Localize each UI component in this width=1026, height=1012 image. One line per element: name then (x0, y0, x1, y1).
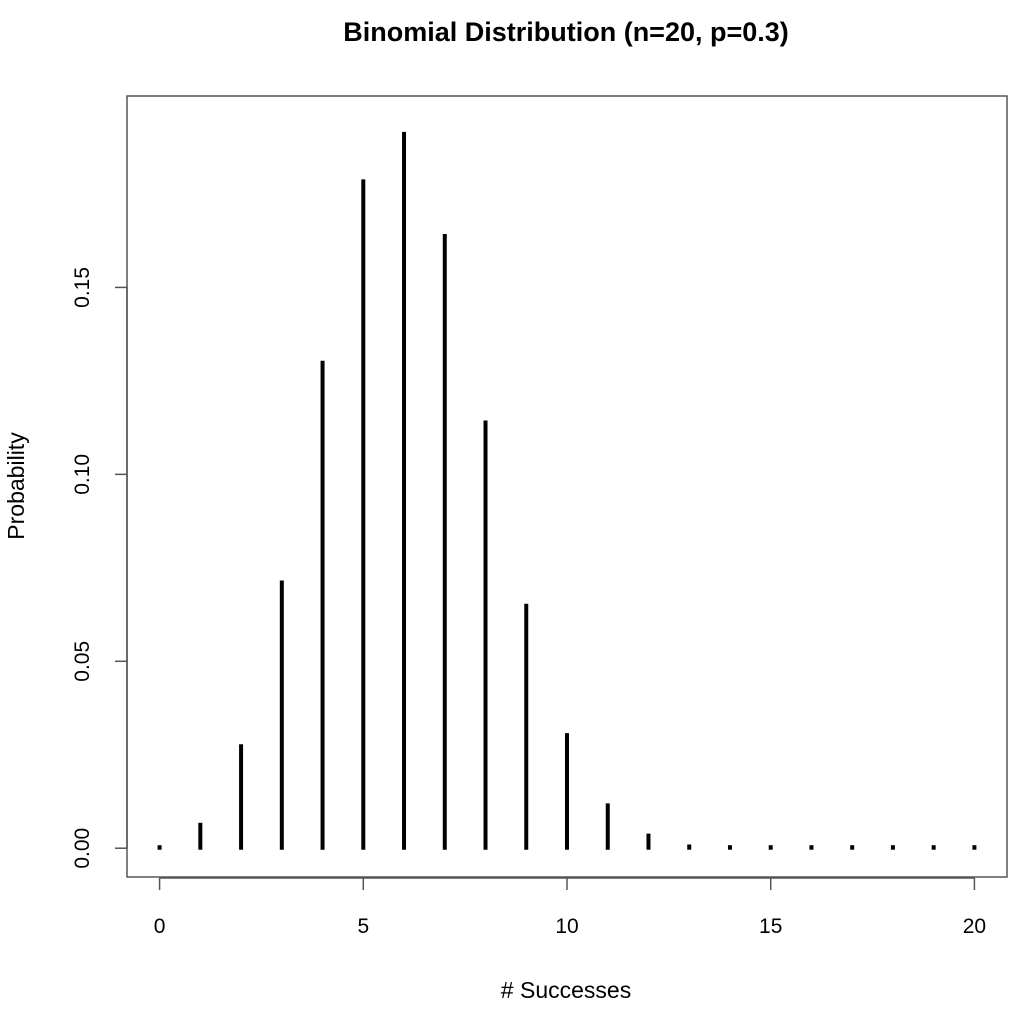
y-axis-label: Probability (3, 432, 29, 540)
y-tick-label: 0.10 (71, 454, 94, 495)
x-tick-label: 15 (759, 915, 782, 938)
x-tick-label: 5 (357, 915, 369, 938)
y-tick-label: 0.00 (71, 828, 94, 869)
y-tick-label: 0.15 (71, 267, 94, 308)
x-axis: 0 5 10 15 20 (154, 877, 986, 938)
x-axis-label: # Successes (501, 977, 631, 1003)
x-tick-label: 10 (555, 915, 578, 938)
y-tick-label: 0.05 (71, 641, 94, 682)
x-tick-label: 20 (963, 915, 986, 938)
y-axis: 0.00 0.05 0.10 0.15 (71, 267, 128, 869)
x-tick-label: 0 (154, 915, 166, 938)
chart-title: Binomial Distribution (n=20, p=0.3) (343, 17, 789, 47)
bar-series (157, 131, 977, 850)
